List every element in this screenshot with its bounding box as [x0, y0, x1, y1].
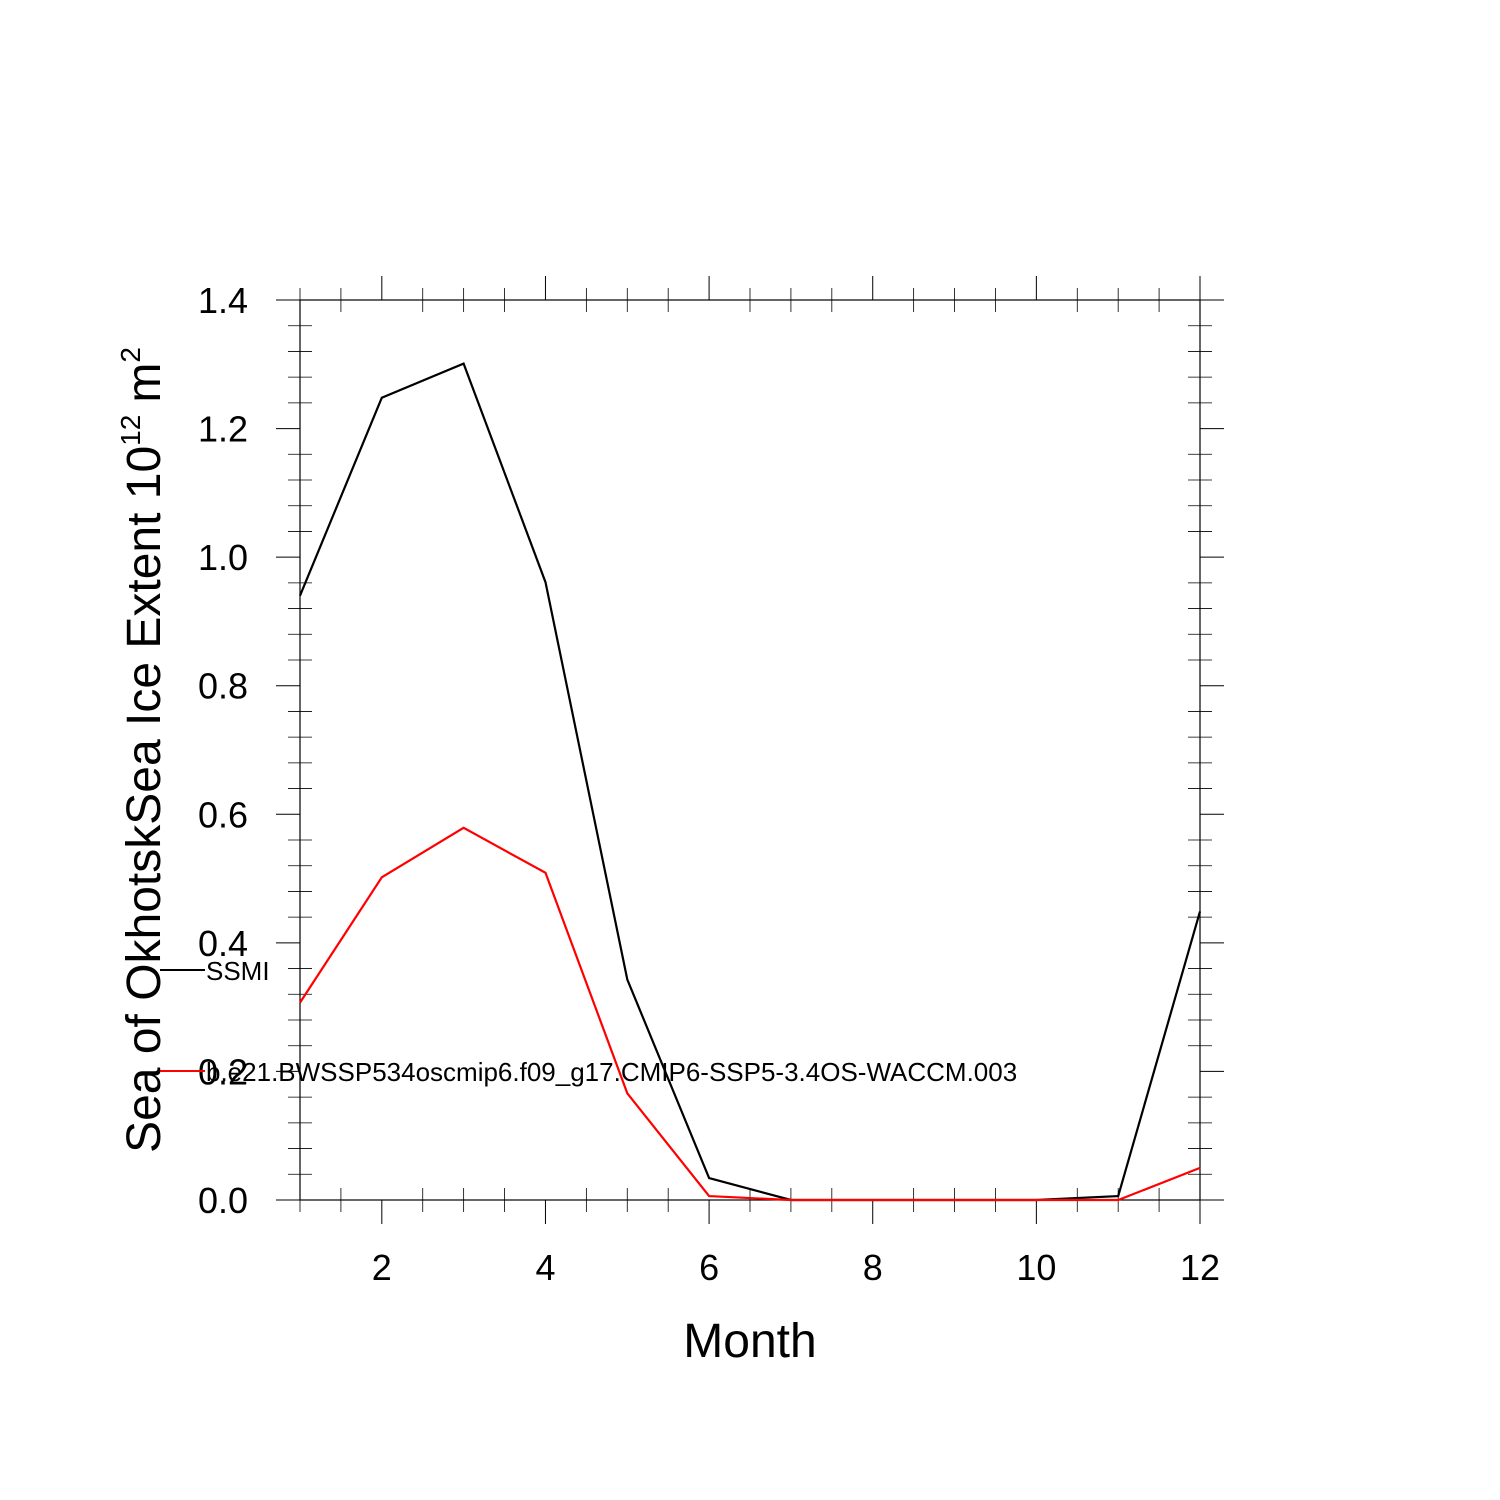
y-axis-title: Sea of OkhotskSea Ice Extent 1012 m2 [115, 347, 171, 1153]
y-axis-tick-labels: 0.0 0.2 0.4 0.6 0.8 1.0 1.2 1.4 [198, 280, 248, 1221]
series-line-2 [299, 826, 1201, 1202]
legend-label-2: b.e21.BWSSP534oscmip6.f09_g17.CMIP6-SSP5… [206, 1057, 1017, 1087]
y-axis-title-unit-exponent: 2 [115, 347, 146, 363]
series-lines [298, 362, 1202, 1202]
y-tick-label: 1.4 [198, 280, 248, 321]
x-tick-label: 10 [1016, 1247, 1056, 1288]
x-tick-label: 2 [372, 1247, 392, 1288]
y-tick-label: 0.4 [198, 923, 248, 964]
x-tick-label: 4 [535, 1247, 555, 1288]
y-axis-title-main: Sea of OkhotskSea Ice Extent 10 [118, 446, 171, 1153]
x-tick-label: 6 [699, 1247, 719, 1288]
y-axis-title-unit: m [118, 363, 171, 403]
y-axis-title-exponent: 12 [115, 415, 146, 446]
legend-label-1: SSMI [206, 956, 270, 986]
x-axis-tick-labels: 2 4 6 8 10 12 [372, 1247, 1220, 1288]
legend: SSMI b.e21.BWSSP534oscmip6.f09_g17.CMIP6-… [160, 956, 1017, 1087]
y-axis-ticks [276, 299, 1224, 1201]
x-tick-label: 8 [863, 1247, 883, 1288]
x-axis-title: Month [683, 1315, 816, 1368]
x-axis-ticks [299, 276, 1201, 1224]
x-tick-label: 12 [1180, 1247, 1220, 1288]
y-tick-label: 0.2 [198, 1051, 248, 1092]
y-tick-label: 0.6 [198, 794, 248, 835]
y-tick-label: 0.8 [198, 666, 248, 707]
y-tick-label: 0.0 [198, 1180, 248, 1221]
y-tick-label: 1.2 [198, 409, 248, 450]
y-tick-label: 1.0 [198, 537, 248, 578]
